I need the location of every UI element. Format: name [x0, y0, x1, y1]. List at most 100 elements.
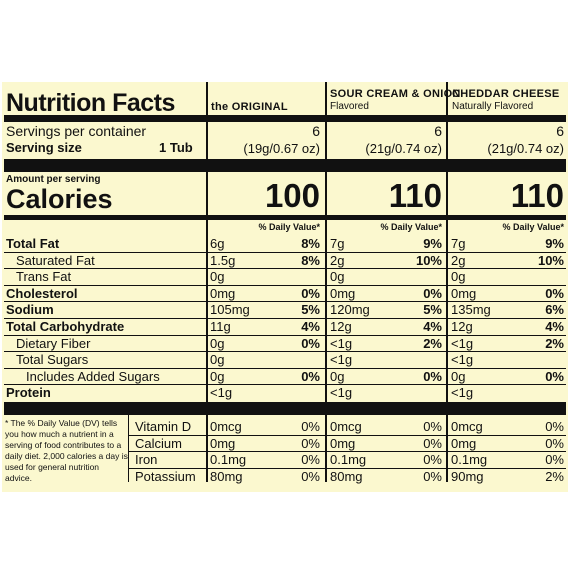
percent-saturated-fat-cheddar: 10%: [537, 252, 564, 268]
amount-sodium-cheddar: 135mg: [451, 302, 491, 318]
percent-sodium-original: 5%: [301, 302, 320, 318]
percent-vitamin-d-cheddar: 0%: [545, 419, 564, 434]
percent-potassium-sour-cream-onion: 0%: [423, 468, 442, 484]
percent-sodium-cheddar: 6%: [545, 302, 564, 318]
nutrition-label-panel: [2, 82, 568, 492]
percent-total-fat-sour-cream-onion: 9%: [423, 236, 442, 251]
vitamin-label-potassium: Potassium: [135, 468, 196, 484]
column-sub-sour-cream-onion: Flavored: [330, 101, 369, 112]
column-sub-cheddar-cheese: Naturally Flavored: [452, 101, 534, 112]
amount-total-sugars-cheddar: <1g: [451, 352, 474, 368]
nutrients-bar: [4, 402, 566, 415]
serving-size-original: (19g/0.67 oz): [243, 141, 320, 156]
nutrient-label-protein: Protein: [6, 385, 51, 401]
amount-added-sugars-original: 0g: [210, 368, 225, 384]
percent-potassium-cheddar: 2%: [545, 468, 564, 484]
column-name-sour-cream-onion: SOUR CREAM & ONION: [330, 88, 461, 100]
daily-value-header-sour-cream-onion: % Daily Value*: [380, 222, 442, 232]
percent-vitamin-d-original: 0%: [301, 419, 320, 434]
amount-total-carbohydrate-original: 11g: [210, 319, 231, 334]
amount-calcium-cheddar: 0mg: [451, 435, 477, 451]
servings-original: 6: [312, 123, 320, 139]
row-divider: [4, 384, 566, 386]
percent-total-fat-cheddar: 9%: [545, 236, 564, 251]
vitamin-label-iron: Iron: [135, 452, 158, 467]
serving-size-unit: 1 Tub: [159, 140, 193, 155]
amount-total-sugars-original: 0g: [210, 352, 225, 368]
percent-cholesterol-sour-cream-onion: 0%: [423, 285, 442, 301]
row-divider: [4, 251, 566, 253]
vitamin-row-divider: [129, 467, 566, 469]
percent-total-carbohydrate-sour-cream-onion: 4%: [423, 319, 442, 334]
amount-dietary-fiber-cheddar: <1g: [451, 335, 474, 351]
amount-total-fat-cheddar: 7g: [451, 236, 466, 251]
percent-added-sugars-sour-cream-onion: 0%: [423, 368, 442, 384]
servings-bar: [4, 159, 566, 172]
percent-calcium-cheddar: 0%: [545, 435, 564, 451]
amount-calcium-original: 0mg: [210, 435, 236, 451]
percent-saturated-fat-sour-cream-onion: 10%: [415, 252, 442, 268]
column-divider: [446, 82, 448, 482]
calories-bar: [4, 215, 566, 220]
row-divider: [4, 351, 566, 353]
amount-potassium-original: 80mg: [210, 468, 243, 484]
amount-total-fat-original: 6g: [210, 236, 225, 251]
nutrient-label-trans-fat: Trans Fat: [16, 269, 72, 285]
amount-iron-cheddar: 0.1mg: [451, 452, 488, 467]
amount-protein-original: <1g: [210, 385, 233, 401]
percent-dietary-fiber-cheddar: 2%: [545, 335, 564, 351]
amount-potassium-cheddar: 90mg: [451, 468, 484, 484]
nutrient-label-sodium: Sodium: [6, 302, 54, 318]
amount-vitamin-d-sour-cream-onion: 0mcg: [330, 419, 362, 434]
nutrient-label-saturated-fat: Saturated Fat: [16, 252, 95, 268]
amount-protein-sour-cream-onion: <1g: [330, 385, 353, 401]
amount-protein-cheddar: <1g: [451, 385, 474, 401]
amount-dietary-fiber-sour-cream-onion: <1g: [330, 335, 353, 351]
row-divider: [4, 268, 566, 270]
column-name-original: the ORIGINAL: [211, 101, 288, 113]
servings-cheddar: 6: [556, 123, 564, 139]
amount-iron-sour-cream-onion: 0.1mg: [330, 452, 367, 467]
amount-cholesterol-cheddar: 0mg: [451, 285, 477, 301]
nutrient-label-total-sugars: Total Sugars: [16, 352, 89, 368]
amount-cholesterol-sour-cream-onion: 0mg: [330, 285, 356, 301]
column-name-cheddar-cheese: CHEDDAR CHEESE: [452, 88, 560, 100]
amount-added-sugars-sour-cream-onion: 0g: [330, 368, 345, 384]
percent-sodium-sour-cream-onion: 5%: [423, 302, 442, 318]
calories-original: 100: [264, 177, 320, 214]
percent-dietary-fiber-original: 0%: [301, 335, 320, 351]
nutrient-label-dietary-fiber: Dietary Fiber: [16, 335, 91, 351]
amount-calcium-sour-cream-onion: 0mg: [330, 435, 356, 451]
amount-dietary-fiber-original: 0g: [210, 335, 225, 351]
daily-value-footnote: * The % Daily Value (DV) tells you how m…: [5, 418, 128, 483]
row-divider: [4, 318, 566, 319]
percent-added-sugars-original: 0%: [301, 368, 320, 384]
calories-cheddar: 110: [510, 177, 564, 214]
header-bar: [4, 115, 566, 122]
amount-added-sugars-cheddar: 0g: [451, 368, 466, 384]
amount-total-fat-sour-cream-onion: 7g: [330, 236, 345, 251]
daily-value-header-original: % Daily Value*: [258, 222, 320, 232]
column-divider: [325, 82, 327, 482]
daily-value-header-cheddar: % Daily Value*: [502, 222, 564, 232]
row-divider: [4, 284, 566, 286]
percent-cholesterol-original: 0%: [301, 285, 320, 301]
percent-calcium-original: 0%: [301, 435, 320, 451]
nutrition-facts-title: Nutrition Facts: [6, 89, 175, 117]
calories-label: Calories: [6, 184, 113, 214]
nutrient-label-added-sugars: Includes Added Sugars: [26, 368, 160, 384]
serving-size-cheddar: (21g/0.74 oz): [487, 141, 564, 156]
amount-vitamin-d-original: 0mcg: [210, 419, 242, 434]
percent-dietary-fiber-sour-cream-onion: 2%: [423, 335, 442, 351]
nutrient-label-total-fat: Total Fat: [6, 236, 60, 251]
vitamin-row-divider: [129, 434, 566, 436]
percent-saturated-fat-original: 8%: [301, 252, 320, 268]
percent-cholesterol-cheddar: 0%: [545, 285, 564, 301]
percent-total-fat-original: 8%: [301, 236, 320, 251]
amount-sodium-sour-cream-onion: 120mg: [330, 302, 370, 318]
serving-size-label: Serving size: [6, 140, 82, 155]
amount-saturated-fat-cheddar: 2g: [451, 252, 466, 268]
percent-vitamin-d-sour-cream-onion: 0%: [423, 419, 442, 434]
percent-added-sugars-cheddar: 0%: [545, 368, 564, 384]
percent-calcium-sour-cream-onion: 0%: [423, 435, 442, 451]
